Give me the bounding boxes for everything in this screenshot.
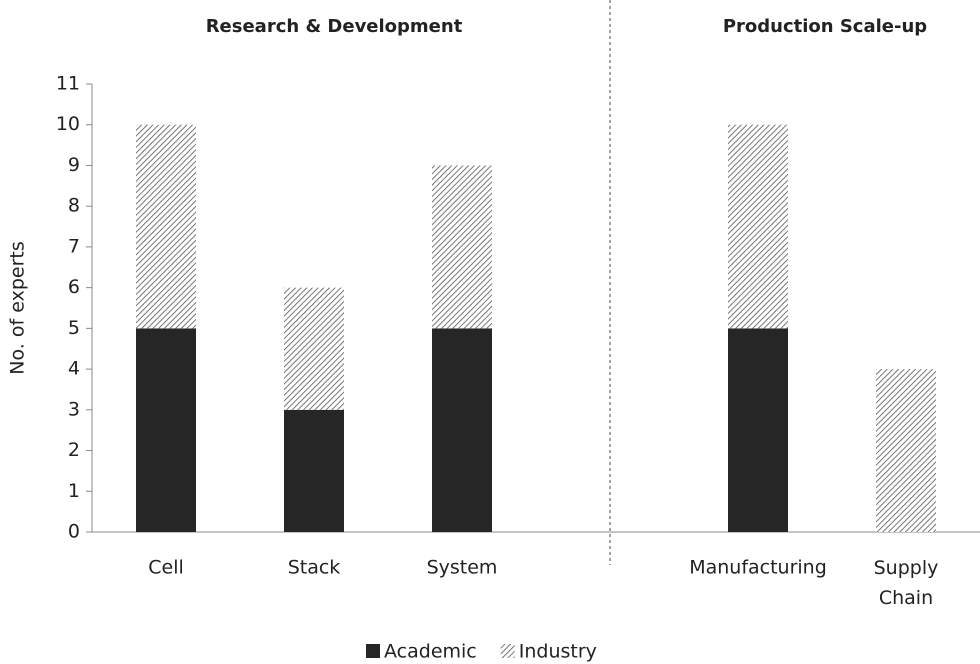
x-tick-label: Cell bbox=[148, 557, 184, 579]
y-tick-label: 2 bbox=[68, 439, 80, 461]
y-tick-label: 11 bbox=[56, 73, 80, 95]
x-tick-label: Manufacturing bbox=[689, 557, 827, 579]
x-tick-label: Supply Chain bbox=[874, 557, 939, 609]
y-tick-label: 8 bbox=[68, 195, 80, 217]
y-tick-label: 0 bbox=[68, 521, 80, 543]
legend-label: Industry bbox=[519, 641, 597, 663]
x-tick-label-line: Supply bbox=[874, 557, 939, 579]
bar-segment bbox=[876, 369, 936, 532]
legend-swatch bbox=[500, 644, 515, 658]
x-tick-label: System bbox=[427, 557, 498, 579]
y-tick-label: 4 bbox=[68, 358, 80, 380]
y-tick-label: 6 bbox=[68, 276, 80, 298]
y-tick-label: 1 bbox=[68, 480, 80, 502]
bar-segment bbox=[728, 124, 788, 329]
bar-segment bbox=[728, 328, 788, 532]
y-tick-label: 9 bbox=[68, 154, 80, 176]
legend-label: Academic bbox=[384, 641, 477, 663]
y-tick-label: 3 bbox=[68, 398, 80, 420]
bar-segment bbox=[136, 124, 196, 329]
bar-segment bbox=[284, 287, 344, 410]
legend-swatch bbox=[366, 644, 380, 658]
bar-segment bbox=[284, 409, 344, 532]
y-axis-label: No. of experts bbox=[7, 241, 29, 374]
bar-segment bbox=[136, 328, 196, 532]
x-tick-label-line: Chain bbox=[879, 587, 933, 609]
group-title: Research & Development bbox=[206, 16, 463, 37]
y-tick-label: 10 bbox=[56, 113, 80, 135]
group-title: Production Scale-up bbox=[723, 16, 927, 37]
bar-segment bbox=[432, 165, 492, 329]
x-tick-label: Stack bbox=[288, 557, 341, 579]
bar-segment bbox=[432, 328, 492, 532]
y-tick-label: 5 bbox=[68, 317, 80, 339]
y-tick-label: 7 bbox=[68, 235, 80, 257]
